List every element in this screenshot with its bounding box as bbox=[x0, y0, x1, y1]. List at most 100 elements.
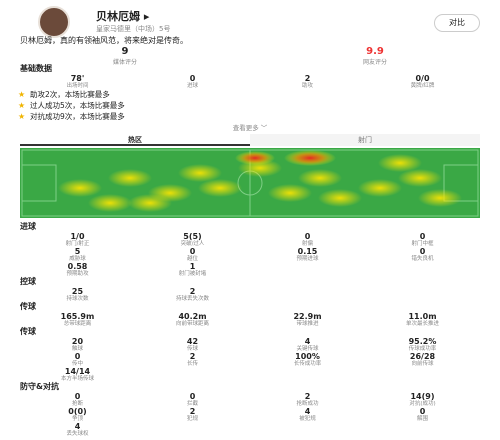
stat-value: 4 bbox=[304, 337, 311, 346]
stat-value: 0 bbox=[189, 74, 196, 83]
stat-label: 射偏 bbox=[301, 241, 313, 247]
stat-label: 本方半场传球 bbox=[60, 376, 94, 382]
stat: 40.2m 向前带球距离 bbox=[135, 312, 250, 327]
stat: 165.9m 总带球距离 bbox=[20, 312, 135, 327]
stat-value: 0 bbox=[419, 247, 426, 256]
section-title: 防守&对抗 bbox=[20, 382, 59, 391]
compare-button[interactable]: 对比 bbox=[434, 14, 480, 32]
stat: 0 拦截 bbox=[135, 392, 250, 407]
stat-value: 0 bbox=[189, 392, 196, 401]
stat-label: 射门/射正 bbox=[65, 241, 90, 247]
stat: 0.15 预期进球 bbox=[250, 247, 365, 262]
stat-value: 1/0 bbox=[70, 232, 85, 241]
stat: 0 错失良机 bbox=[365, 247, 480, 262]
stat-label: 预期助攻 bbox=[66, 271, 89, 277]
stat: 0 射门中框 bbox=[365, 232, 480, 247]
stat-value: 0.15 bbox=[297, 247, 318, 256]
rating: 9 媒体评分 bbox=[0, 46, 250, 66]
stat-grid: 1/0 射门/射正 5(5) 突破/过人 0 射偏 0 射门中框 5 威胁球 0 越位 0.15 预期进球… bbox=[0, 232, 500, 277]
stat-value: 11.0m bbox=[408, 312, 437, 321]
stat-label: 预期进球 bbox=[296, 256, 319, 262]
player-name[interactable]: 贝林厄姆 ▸ bbox=[96, 10, 150, 23]
stat-value: 0(0) bbox=[68, 407, 87, 416]
stat-label: 单次最长推进 bbox=[405, 321, 439, 327]
stat-label: 被犯规 bbox=[299, 416, 316, 422]
stat: 26/28 向前传球 bbox=[365, 352, 480, 367]
tab[interactable]: 热区 bbox=[20, 134, 250, 146]
stat-label: 威胁球 bbox=[69, 256, 86, 262]
stat-label: 解围 bbox=[416, 416, 428, 422]
stat-value: 2 bbox=[189, 352, 196, 361]
heatmap bbox=[20, 148, 480, 218]
stat-label: 错失良机 bbox=[411, 256, 434, 262]
highlight: 对抗成功9次，本场比赛最多 bbox=[0, 111, 500, 122]
stat: 14(9) 对抗(成功) bbox=[365, 392, 480, 407]
stat: 0/0 黄牌/红牌 bbox=[365, 74, 480, 89]
stat-value: 2 bbox=[189, 287, 196, 296]
avatar bbox=[38, 6, 70, 38]
stat: 1/0 射门/射正 bbox=[20, 232, 135, 247]
section-title: 传球 bbox=[20, 327, 36, 336]
stat-value: 5 bbox=[74, 247, 81, 256]
stat: 4 关键传球 bbox=[250, 337, 365, 352]
tab[interactable]: 射门 bbox=[250, 134, 480, 146]
rating-value: 9 bbox=[121, 46, 129, 57]
stat-value: 5(5) bbox=[183, 232, 202, 241]
stat-label: 传球成功率 bbox=[408, 346, 437, 352]
stat: 42 传球 bbox=[135, 337, 250, 352]
stat-grid: 165.9m 总带球距离 40.2m 向前带球距离 22.9m 带球推进 11.0m 单次最长… bbox=[0, 312, 500, 327]
stat: 0 越位 bbox=[135, 247, 250, 262]
stat-value: 165.9m bbox=[60, 312, 95, 321]
stat: 2 持球丢失次数 bbox=[135, 287, 250, 302]
rating-value: 9.9 bbox=[366, 46, 384, 57]
stat: 0(0) 争顶 bbox=[20, 407, 135, 422]
stat-label: 长传成功率 bbox=[293, 361, 322, 367]
stat-label: 拦截 bbox=[186, 401, 198, 407]
stat-label: 传中 bbox=[71, 361, 83, 367]
stat-label: 关键传球 bbox=[296, 346, 319, 352]
stat-value: 0/0 bbox=[415, 74, 430, 83]
stat-label: 争顶 bbox=[71, 416, 83, 422]
stat: 22.9m 带球推进 bbox=[250, 312, 365, 327]
stat-value: 4 bbox=[74, 422, 81, 431]
stat: 25 持球次数 bbox=[20, 287, 135, 302]
player-team: 皇家马德里（中场）5号 bbox=[96, 25, 171, 33]
content: 基础数据78'出场时间0进球2助攻0/0黄牌/红牌助攻2次，本场比赛最多过人成功… bbox=[0, 64, 500, 437]
stat-value: 0 bbox=[189, 247, 196, 256]
stat-value: 40.2m bbox=[178, 312, 207, 321]
header: 贝林厄姆 ▸ 皇家马德里（中场）5号 对比 贝林厄姆，真的有领袖风范，将来绝对是… bbox=[0, 0, 500, 45]
more-button[interactable]: 查看更多 ﹀ bbox=[232, 124, 268, 132]
stat-value: 14(9) bbox=[410, 392, 435, 401]
stat-label: 向前带球距离 bbox=[175, 321, 209, 327]
stat: 0 抢断 bbox=[20, 392, 135, 407]
stat-value: 20 bbox=[71, 337, 84, 346]
stat-label: 抢断成功 bbox=[296, 401, 319, 407]
stat: 0 传中 bbox=[20, 352, 135, 367]
stat: 2 犯规 bbox=[135, 407, 250, 422]
stat-label: 进球 bbox=[186, 83, 198, 89]
stat-value: 25 bbox=[71, 287, 84, 296]
stat-grid: 20 触球 42 传球 4 关键传球 95.2% 传球成功率 0 传中 2 长传 100% 长传成功率 26… bbox=[0, 337, 500, 382]
stat-value: 0 bbox=[419, 407, 426, 416]
highlight: 过人成功5次，本场比赛最多 bbox=[0, 100, 500, 111]
stat-value: 14/14 bbox=[64, 367, 91, 376]
stat-label: 总带球距离 bbox=[63, 321, 92, 327]
stat: 5 威胁球 bbox=[20, 247, 135, 262]
stat-grid: 0 抢断 0 拦截 2 抢断成功 14(9) 对抗(成功) 0(0) 争顶 2 犯规 4 被犯规 0 解围 4 丢… bbox=[0, 392, 500, 437]
stat-label: 持球丢失次数 bbox=[175, 296, 209, 302]
stat-label: 持球次数 bbox=[66, 296, 89, 302]
quote: 贝林厄姆，真的有领袖风范，将来绝对是传奇。 bbox=[20, 36, 188, 45]
stat-grid: 78' 出场时间 0 进球 2 助攻 0/0 黄牌/红牌 bbox=[0, 74, 500, 89]
stat-label: 向前传球 bbox=[411, 361, 434, 367]
stat-value: 95.2% bbox=[408, 337, 437, 346]
stat-label: 传球 bbox=[186, 346, 198, 352]
stat-value: 2 bbox=[304, 392, 311, 401]
stat-value: 0 bbox=[74, 392, 81, 401]
stat: 95.2% 传球成功率 bbox=[365, 337, 480, 352]
stat-value: 26/28 bbox=[409, 352, 436, 361]
stat: 5(5) 突破/过人 bbox=[135, 232, 250, 247]
stat: 2 长传 bbox=[135, 352, 250, 367]
stat-value: 100% bbox=[295, 352, 320, 361]
stat-value: 0 bbox=[74, 352, 81, 361]
